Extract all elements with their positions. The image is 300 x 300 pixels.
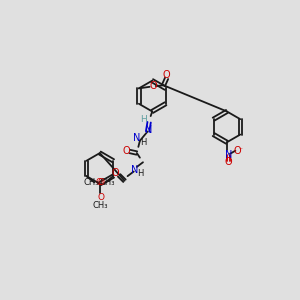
Text: CH₃: CH₃	[100, 178, 115, 187]
Text: N: N	[146, 125, 153, 135]
Text: CH₃: CH₃	[84, 178, 99, 187]
Text: CH₃: CH₃	[93, 201, 108, 210]
Text: O: O	[97, 193, 104, 202]
Text: O: O	[122, 146, 130, 157]
Text: O: O	[233, 146, 241, 156]
Text: N: N	[225, 150, 232, 160]
Text: O: O	[98, 178, 104, 187]
Text: ⁻: ⁻	[239, 146, 243, 154]
Text: H: H	[140, 116, 147, 124]
Text: O: O	[150, 81, 157, 91]
Text: N: N	[133, 134, 140, 143]
Text: O: O	[111, 168, 119, 178]
Text: O: O	[163, 70, 170, 80]
Text: H: H	[141, 138, 147, 147]
Text: O: O	[95, 178, 102, 187]
Text: O: O	[225, 157, 232, 167]
Text: N: N	[131, 165, 138, 175]
Text: H: H	[137, 169, 144, 178]
